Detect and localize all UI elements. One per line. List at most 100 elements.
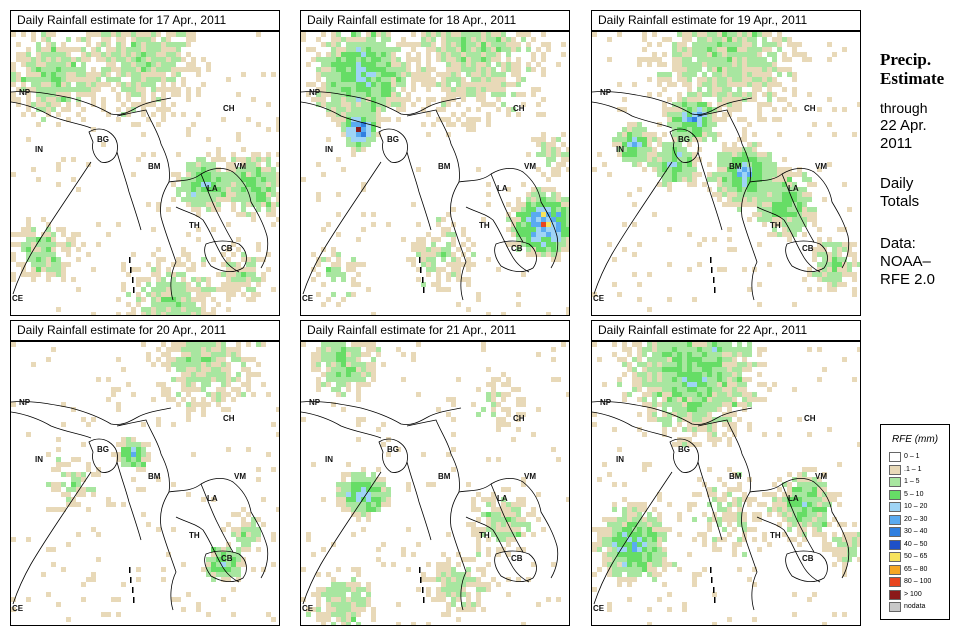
- title-line-2: Estimate: [880, 69, 945, 88]
- country-label-cb: CB: [221, 554, 233, 563]
- legend-swatch: [889, 589, 901, 600]
- legend-swatch: [889, 502, 901, 512]
- country-label-bm: BM: [729, 472, 742, 481]
- country-label-ch: CH: [804, 414, 816, 423]
- rainfall-panel: Daily Rainfall estimate for 18 Apr., 201…: [300, 10, 570, 316]
- legend-label: nodata: [904, 603, 926, 610]
- country-label-in: IN: [325, 145, 333, 154]
- country-label-ch: CH: [804, 104, 816, 113]
- data-line-1: Data:: [880, 235, 916, 252]
- rainfall-field: [11, 32, 279, 315]
- country-label-vm: VM: [234, 472, 246, 481]
- legend-label: 50 – 65: [904, 553, 928, 560]
- legend-item: 50 – 65: [889, 552, 949, 562]
- country-label-bm: BM: [148, 472, 161, 481]
- rainfall-map: NP CH IN BG BM VM LA TH CB CE: [10, 341, 280, 626]
- data-line-3: RFE 2.0: [880, 271, 936, 288]
- sidebar-data-source: Data: NOAA– RFE 2.0: [880, 235, 935, 289]
- legend-label: > 100: [904, 590, 922, 598]
- country-label-th: TH: [479, 221, 490, 230]
- rainfall-panel: Daily Rainfall estimate for 20 Apr., 201…: [10, 320, 280, 626]
- legend-swatch: [889, 452, 901, 462]
- panel-title: Daily Rainfall estimate for 19 Apr., 201…: [591, 10, 861, 31]
- legend-label: 10 – 20: [904, 503, 928, 510]
- legend-swatch: [889, 539, 901, 550]
- legend-item: 0 – 1: [889, 452, 949, 462]
- legend-label: .1 – 1: [904, 465, 922, 473]
- country-label-np: NP: [600, 88, 612, 97]
- rainfall-panel: Daily Rainfall estimate for 19 Apr., 201…: [591, 10, 861, 316]
- data-line-2: NOAA–: [880, 253, 931, 270]
- panel-title: Daily Rainfall estimate for 22 Apr., 201…: [591, 320, 861, 341]
- legend-label: 65 – 80: [904, 565, 928, 573]
- country-label-ch: CH: [223, 104, 235, 113]
- country-label-bg: BG: [678, 135, 690, 144]
- rainfall-field: [592, 342, 860, 625]
- legend-label: 20 – 30: [904, 515, 928, 523]
- country-label-ce: CE: [593, 604, 605, 613]
- panel-title: Daily Rainfall estimate for 20 Apr., 201…: [10, 320, 280, 341]
- legend-item: 5 – 10: [889, 489, 949, 500]
- country-label-la: LA: [497, 184, 508, 193]
- country-label-np: NP: [600, 398, 612, 407]
- country-label-la: LA: [497, 494, 508, 503]
- rainfall-panel: Daily Rainfall estimate for 22 Apr., 201…: [591, 320, 861, 626]
- legend-swatch: [889, 514, 901, 525]
- sidebar-daily: Daily Totals: [880, 175, 919, 211]
- legend-swatch: [889, 527, 901, 537]
- date-line-1: 22 Apr.: [880, 117, 927, 134]
- country-label-bm: BM: [729, 162, 742, 171]
- legend-swatch: [889, 464, 901, 475]
- country-label-bg: BG: [97, 135, 109, 144]
- country-label-th: TH: [189, 531, 200, 540]
- country-label-la: LA: [207, 494, 218, 503]
- panel-title: Daily Rainfall estimate for 18 Apr., 201…: [300, 10, 570, 31]
- country-label-in: IN: [616, 145, 624, 154]
- rainfall-legend: RFE (mm) 0 – 1 .1 – 1 1 – 5 5 – 10 10 – 20 20…: [880, 424, 950, 620]
- country-label-ce: CE: [593, 294, 605, 303]
- country-label-vm: VM: [524, 472, 536, 481]
- country-label-in: IN: [35, 145, 43, 154]
- rainfall-map: NP CH IN BG BM VM LA TH CB CE: [10, 31, 280, 316]
- rainfall-map: NP CH IN BG BM VM LA TH CB CE: [300, 31, 570, 316]
- legend-item: 30 – 40: [889, 527, 949, 537]
- country-label-np: NP: [309, 398, 321, 407]
- legend-swatch: [889, 552, 901, 562]
- legend-swatch: [889, 602, 901, 612]
- country-label-bg: BG: [678, 445, 690, 454]
- legend-item: 65 – 80: [889, 564, 949, 575]
- rainfall-field: [301, 32, 569, 315]
- country-label-cb: CB: [802, 244, 814, 253]
- through-label: through: [880, 100, 928, 116]
- country-label-vm: VM: [524, 162, 536, 171]
- country-label-ce: CE: [12, 604, 24, 613]
- country-label-ce: CE: [12, 294, 24, 303]
- country-label-la: LA: [788, 184, 799, 193]
- legend-label: 5 – 10: [904, 490, 924, 498]
- rainfall-map: NP CH IN BG BM VM LA TH CB CE: [591, 341, 861, 626]
- country-label-bg: BG: [97, 445, 109, 454]
- legend-item: 1 – 5: [889, 477, 949, 487]
- legend-item: nodata: [889, 602, 949, 612]
- rainfall-field: [301, 342, 569, 625]
- legend-label: 40 – 50: [904, 540, 928, 548]
- country-label-bg: BG: [387, 135, 399, 144]
- country-label-in: IN: [616, 455, 624, 464]
- country-label-bm: BM: [438, 472, 451, 481]
- country-label-vm: VM: [815, 162, 827, 171]
- country-label-ch: CH: [513, 414, 525, 423]
- country-label-vm: VM: [234, 162, 246, 171]
- country-label-vm: VM: [815, 472, 827, 481]
- legend-swatch: [889, 577, 901, 587]
- country-label-cb: CB: [221, 244, 233, 253]
- rainfall-panel: Daily Rainfall estimate for 21 Apr., 201…: [300, 320, 570, 626]
- panel-title: Daily Rainfall estimate for 21 Apr., 201…: [300, 320, 570, 341]
- legend-label: 1 – 5: [904, 478, 920, 485]
- country-label-in: IN: [35, 455, 43, 464]
- rainfall-field: [11, 342, 279, 622]
- legend-label: 30 – 40: [904, 528, 928, 535]
- rainfall-map: NP CH IN BG BM VM LA TH CB CE: [591, 31, 861, 316]
- legend-label: 0 – 1: [904, 453, 920, 460]
- country-label-np: NP: [19, 398, 31, 407]
- date-line-2: 2011: [880, 135, 913, 152]
